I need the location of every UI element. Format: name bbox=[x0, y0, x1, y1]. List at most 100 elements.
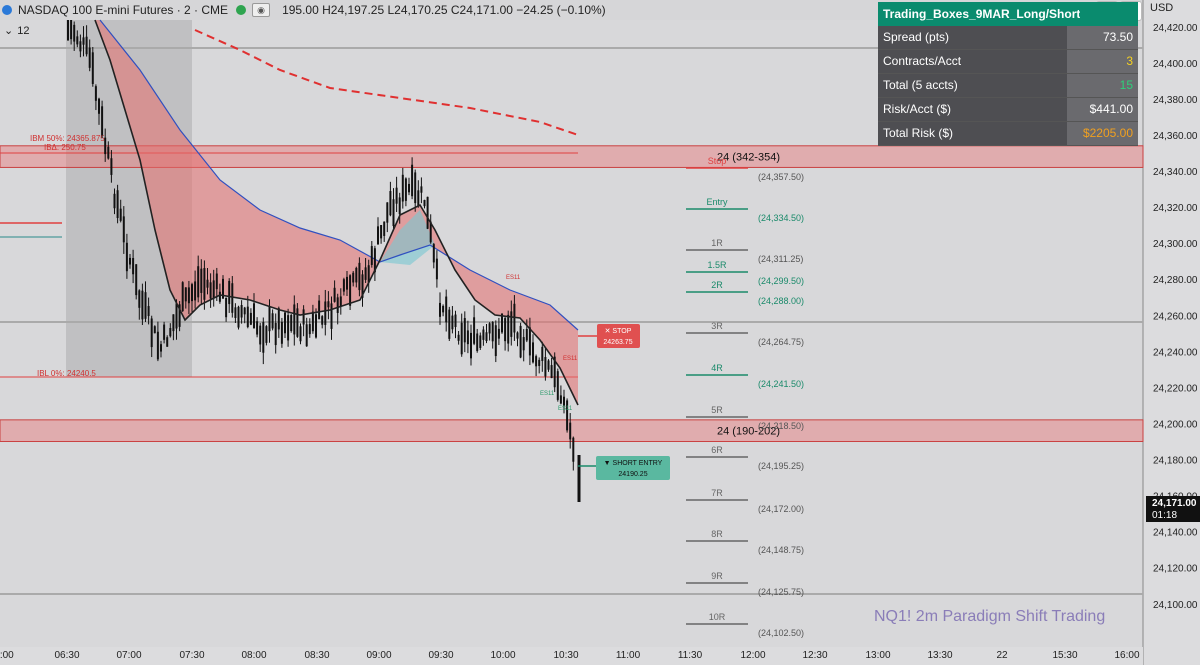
candle bbox=[259, 325, 262, 345]
candle bbox=[473, 317, 476, 344]
candle bbox=[305, 324, 308, 347]
y-tick-label: 24,260.00 bbox=[1153, 311, 1198, 322]
x-tick-label: 13:00 bbox=[865, 650, 890, 661]
r-level-price: (24,334.50) bbox=[758, 213, 804, 223]
r-level-label: 6R bbox=[711, 445, 723, 455]
candle bbox=[572, 437, 575, 462]
symbol-title[interactable]: NASDAQ 100 E-mini Futures · 2 · CME bbox=[18, 3, 229, 17]
candle bbox=[107, 146, 110, 159]
indicator-value: 12 bbox=[17, 24, 30, 37]
candle bbox=[311, 311, 314, 332]
candle bbox=[203, 268, 206, 300]
stop-tag-title: ✕ STOP bbox=[605, 328, 632, 335]
y-tick-label: 24,320.00 bbox=[1153, 203, 1198, 214]
es-label: ES11 bbox=[540, 391, 555, 397]
candle bbox=[160, 344, 162, 352]
y-tick-label: 24,400.00 bbox=[1153, 59, 1198, 70]
exchange-logo-icon bbox=[2, 5, 12, 15]
candle bbox=[479, 335, 482, 348]
r-level-price: (24,299.50) bbox=[758, 276, 804, 286]
candle bbox=[73, 24, 76, 42]
candle bbox=[94, 86, 97, 101]
r-level-price: (24,288.00) bbox=[758, 296, 804, 306]
candle bbox=[150, 318, 153, 348]
entry-tag bbox=[596, 456, 670, 480]
candle bbox=[234, 307, 237, 318]
ohlc-readout: 195.00 H24,197.25 L24,170.25 C24,171.00 … bbox=[282, 3, 606, 17]
candle bbox=[163, 324, 166, 340]
candle bbox=[181, 282, 184, 312]
candle bbox=[380, 224, 383, 239]
y-tick-label: 24,180.00 bbox=[1153, 456, 1198, 467]
candle bbox=[194, 281, 197, 301]
candle bbox=[129, 257, 131, 265]
ema-ribbon bbox=[95, 20, 578, 405]
x-tick-label: 12:30 bbox=[802, 650, 827, 661]
stop-tag-price: 24263.75 bbox=[603, 339, 632, 346]
candle bbox=[122, 216, 125, 243]
last-price: 24,171.00 bbox=[1152, 498, 1197, 509]
candle bbox=[284, 312, 286, 334]
candle bbox=[246, 306, 249, 328]
eye-icon[interactable]: ◉ bbox=[252, 3, 271, 17]
y-tick-label: 24,100.00 bbox=[1153, 600, 1198, 611]
x-tick-label: 08:00 bbox=[241, 650, 266, 661]
candle bbox=[206, 279, 209, 288]
candle bbox=[370, 246, 373, 265]
x-tick-label: 08:30 bbox=[304, 650, 329, 661]
x-tick-label: 07:00 bbox=[116, 650, 141, 661]
candle bbox=[153, 326, 156, 334]
candle bbox=[243, 307, 246, 315]
x-tick-label: 09:00 bbox=[366, 650, 391, 661]
candle bbox=[240, 305, 243, 318]
table-row: Total (5 accts) 15 bbox=[878, 74, 1138, 98]
candle bbox=[485, 332, 488, 341]
candle bbox=[315, 314, 317, 338]
table-row: Total Risk ($) $2205.00 bbox=[878, 122, 1138, 146]
candle bbox=[435, 258, 438, 280]
candle bbox=[355, 267, 358, 283]
time-axis bbox=[0, 647, 1143, 665]
row-value: 15 bbox=[1067, 74, 1138, 97]
r-level-price: (24,264.75) bbox=[758, 337, 804, 347]
trading-boxes-table: Trading_Boxes_9MAR_Long/Short Spread (pt… bbox=[878, 2, 1138, 146]
es-label: ES11 bbox=[558, 406, 573, 412]
candle bbox=[256, 321, 259, 335]
candle bbox=[525, 328, 528, 341]
candle bbox=[454, 314, 457, 328]
candle bbox=[420, 186, 423, 193]
candle bbox=[215, 273, 218, 290]
candle bbox=[327, 301, 330, 308]
x-tick-label: 22 bbox=[996, 650, 1008, 661]
candle bbox=[156, 331, 159, 360]
candle bbox=[566, 400, 569, 431]
chevron-down-icon[interactable]: ⌄ bbox=[4, 25, 14, 37]
r-level-price: (24,218.50) bbox=[758, 421, 804, 431]
row-label: Risk/Acct ($) bbox=[878, 98, 1067, 121]
last-price-tag bbox=[1146, 496, 1200, 522]
candle bbox=[404, 178, 407, 201]
candle bbox=[268, 306, 271, 332]
table-row: Contracts/Acct 3 bbox=[878, 50, 1138, 74]
candle bbox=[70, 20, 73, 40]
r-level-price: (24,102.50) bbox=[758, 628, 804, 638]
candle bbox=[550, 365, 553, 379]
currency-label[interactable]: USD bbox=[1150, 2, 1174, 14]
candle bbox=[411, 164, 414, 197]
candle bbox=[265, 326, 268, 343]
candle bbox=[280, 321, 283, 344]
r-level-label: Entry bbox=[706, 197, 728, 207]
candle bbox=[321, 316, 324, 325]
r-level-label: 9R bbox=[711, 571, 723, 581]
candle bbox=[324, 301, 327, 325]
candle bbox=[187, 287, 190, 304]
vwap-dashed-line bbox=[194, 29, 579, 136]
es-label: ES11 bbox=[563, 356, 578, 362]
candle bbox=[383, 221, 386, 236]
candle bbox=[442, 305, 445, 313]
r-level-price: (24,125.75) bbox=[758, 587, 804, 597]
candle bbox=[76, 36, 79, 45]
candle bbox=[302, 309, 305, 325]
indicator-row[interactable]: ⌄ 12 bbox=[4, 24, 30, 38]
row-label: Total (5 accts) bbox=[878, 74, 1067, 97]
